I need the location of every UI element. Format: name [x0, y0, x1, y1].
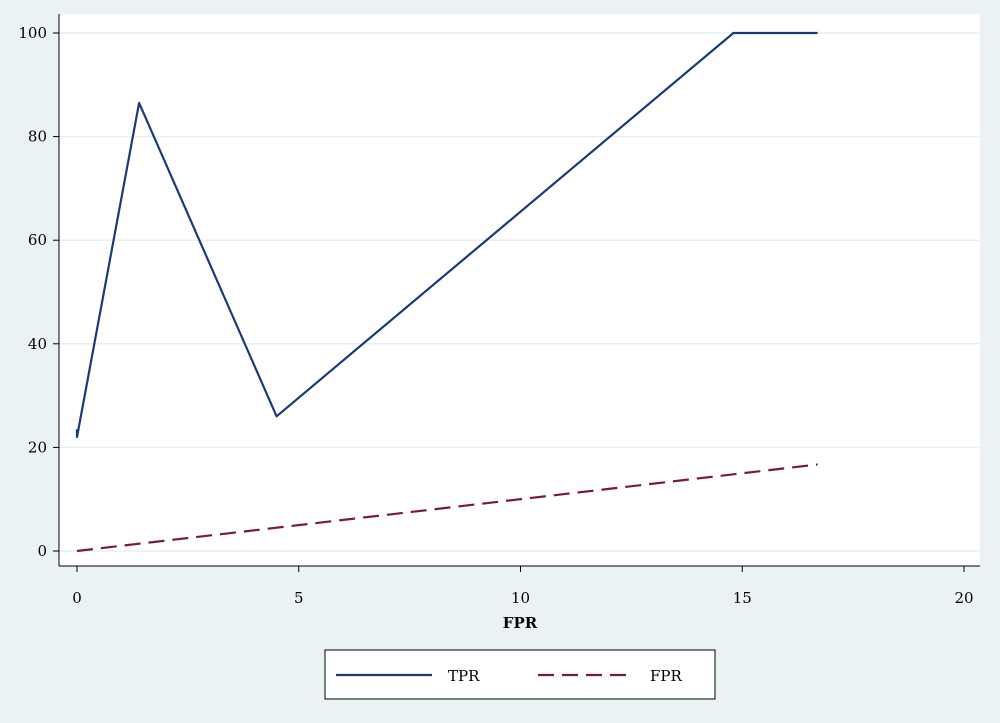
- y-ticks: 0 20 40 60 80 100: [18, 24, 59, 560]
- axes: [58, 14, 980, 567]
- x-tick-label: 10: [511, 589, 530, 607]
- y-tick-label: 20: [28, 438, 47, 456]
- plot-background: [59, 14, 980, 566]
- y-tick-label: 60: [28, 231, 47, 249]
- x-ticks: 0 5 10 15 20: [72, 566, 974, 607]
- legend-label-fpr: FPR: [650, 667, 683, 685]
- gridlines: [59, 32, 980, 552]
- legend: TPR FPR: [324, 649, 716, 700]
- x-tick-label: 20: [954, 589, 973, 607]
- y-tick-label: 100: [18, 24, 47, 42]
- x-tick-label: 0: [72, 589, 82, 607]
- x-tick-label: 15: [733, 589, 752, 607]
- x-axis-title: FPR: [503, 614, 538, 632]
- y-tick-label: 40: [28, 335, 47, 353]
- y-tick-label: 80: [28, 128, 47, 146]
- legend-label-tpr: TPR: [448, 667, 480, 685]
- series-line-tpr: [75, 31, 818, 439]
- series: [75, 31, 818, 553]
- y-tick-label: 0: [37, 542, 47, 560]
- x-tick-label: 5: [294, 589, 304, 607]
- series-line-fpr: [76, 463, 818, 553]
